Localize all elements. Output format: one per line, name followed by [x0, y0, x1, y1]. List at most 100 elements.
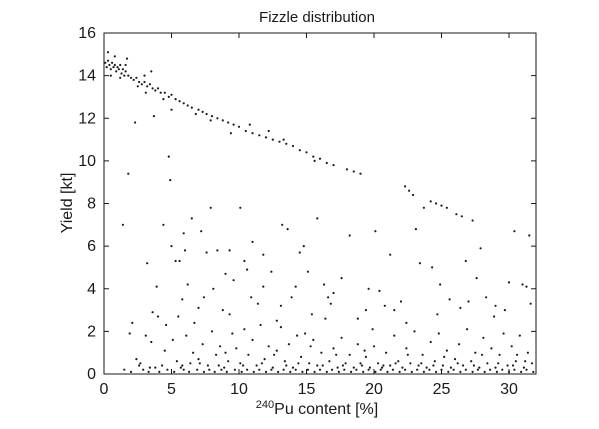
data-point	[132, 78, 135, 81]
data-point	[109, 74, 112, 77]
data-point	[413, 330, 416, 333]
data-point	[231, 332, 234, 335]
data-point	[459, 306, 462, 309]
data-point	[308, 362, 311, 365]
data-point	[409, 362, 412, 365]
data-point	[202, 296, 205, 299]
data-point	[312, 338, 315, 341]
data-point	[435, 370, 438, 373]
data-point	[513, 230, 516, 233]
data-point	[212, 287, 215, 290]
data-point	[417, 364, 420, 367]
data-point	[134, 121, 137, 124]
data-point	[286, 228, 289, 231]
data-point	[263, 358, 266, 361]
data-point	[108, 63, 111, 67]
data-point	[379, 368, 382, 371]
data-point	[113, 63, 116, 67]
data-point	[331, 368, 334, 371]
data-point	[104, 61, 107, 64]
data-point	[174, 98, 177, 101]
data-point	[472, 364, 475, 367]
data-point	[150, 70, 153, 73]
data-point	[397, 360, 400, 363]
data-point	[246, 268, 249, 271]
y-tick-label: 16	[78, 25, 96, 42]
x-axis-label: 240Pu content [%]	[256, 399, 378, 418]
data-point	[404, 185, 407, 188]
data-point	[312, 155, 315, 158]
data-point	[405, 321, 408, 324]
data-point	[422, 206, 425, 209]
y-tick-label: 2	[87, 323, 96, 340]
data-point	[154, 89, 157, 92]
data-point	[313, 370, 316, 373]
data-point	[483, 370, 486, 373]
data-point	[151, 311, 154, 314]
data-point	[416, 368, 419, 371]
data-point	[441, 364, 444, 367]
data-point	[359, 172, 362, 175]
data-point	[216, 249, 219, 252]
data-point	[221, 119, 224, 122]
data-point	[264, 370, 268, 373]
data-point	[433, 360, 436, 363]
data-point	[237, 125, 241, 128]
data-point	[480, 353, 484, 356]
data-point	[364, 355, 367, 358]
data-point	[352, 366, 355, 369]
data-point	[106, 51, 110, 54]
x-tick-label: 30	[500, 381, 518, 398]
data-point	[393, 309, 396, 312]
data-point	[251, 240, 254, 243]
data-point	[124, 63, 127, 67]
x-tick-label: 0	[100, 381, 109, 398]
data-point	[466, 328, 469, 331]
x-tick-label: 5	[167, 381, 176, 398]
data-point	[206, 364, 209, 367]
data-point	[148, 83, 151, 86]
data-point	[258, 368, 261, 371]
data-point	[252, 370, 255, 373]
data-point	[129, 370, 133, 373]
data-point	[182, 102, 185, 105]
data-point	[355, 368, 358, 371]
data-point	[332, 291, 335, 295]
data-point	[507, 281, 511, 284]
x-axis-label-superscript: 240	[256, 399, 274, 411]
chart-title: Fizzle distribution	[259, 9, 375, 26]
data-point	[343, 368, 346, 371]
data-point	[219, 345, 222, 348]
data-point	[344, 362, 347, 365]
data-point	[189, 362, 192, 365]
data-point	[123, 368, 126, 371]
data-point	[475, 277, 478, 280]
data-point	[398, 370, 401, 373]
data-point	[244, 129, 247, 133]
data-point	[233, 368, 236, 371]
data-point	[490, 347, 493, 350]
data-point	[125, 57, 129, 60]
data-point	[156, 87, 160, 90]
data-point	[329, 302, 332, 305]
data-point	[524, 360, 527, 363]
data-point	[182, 368, 185, 371]
data-point	[337, 370, 340, 373]
data-point	[320, 351, 323, 354]
data-point	[493, 315, 496, 318]
data-point	[278, 140, 281, 143]
data-point	[297, 362, 300, 365]
data-point	[162, 223, 165, 226]
data-point	[340, 336, 343, 339]
data-point	[528, 234, 531, 237]
data-point	[235, 347, 238, 350]
data-point	[530, 362, 534, 365]
data-point	[412, 193, 415, 197]
data-point	[228, 313, 231, 316]
data-point	[243, 259, 246, 263]
data-point	[332, 164, 335, 167]
data-point	[119, 63, 122, 67]
data-point	[143, 80, 146, 84]
data-point	[221, 309, 224, 312]
